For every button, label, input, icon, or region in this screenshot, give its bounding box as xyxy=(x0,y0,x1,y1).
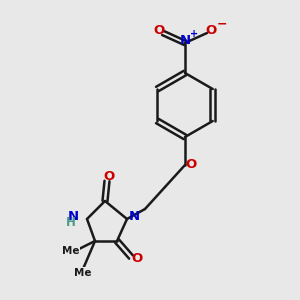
Text: O: O xyxy=(103,170,115,184)
Text: Me: Me xyxy=(74,268,92,278)
Text: N: N xyxy=(179,34,191,47)
Text: N: N xyxy=(128,211,140,224)
Text: H: H xyxy=(66,217,76,230)
Text: O: O xyxy=(206,25,217,38)
Text: N: N xyxy=(68,211,79,224)
Text: O: O xyxy=(185,158,197,172)
Text: Me: Me xyxy=(62,246,80,256)
Text: O: O xyxy=(131,253,142,266)
Text: +: + xyxy=(190,29,198,39)
Text: −: − xyxy=(217,17,227,30)
Text: O: O xyxy=(153,25,165,38)
